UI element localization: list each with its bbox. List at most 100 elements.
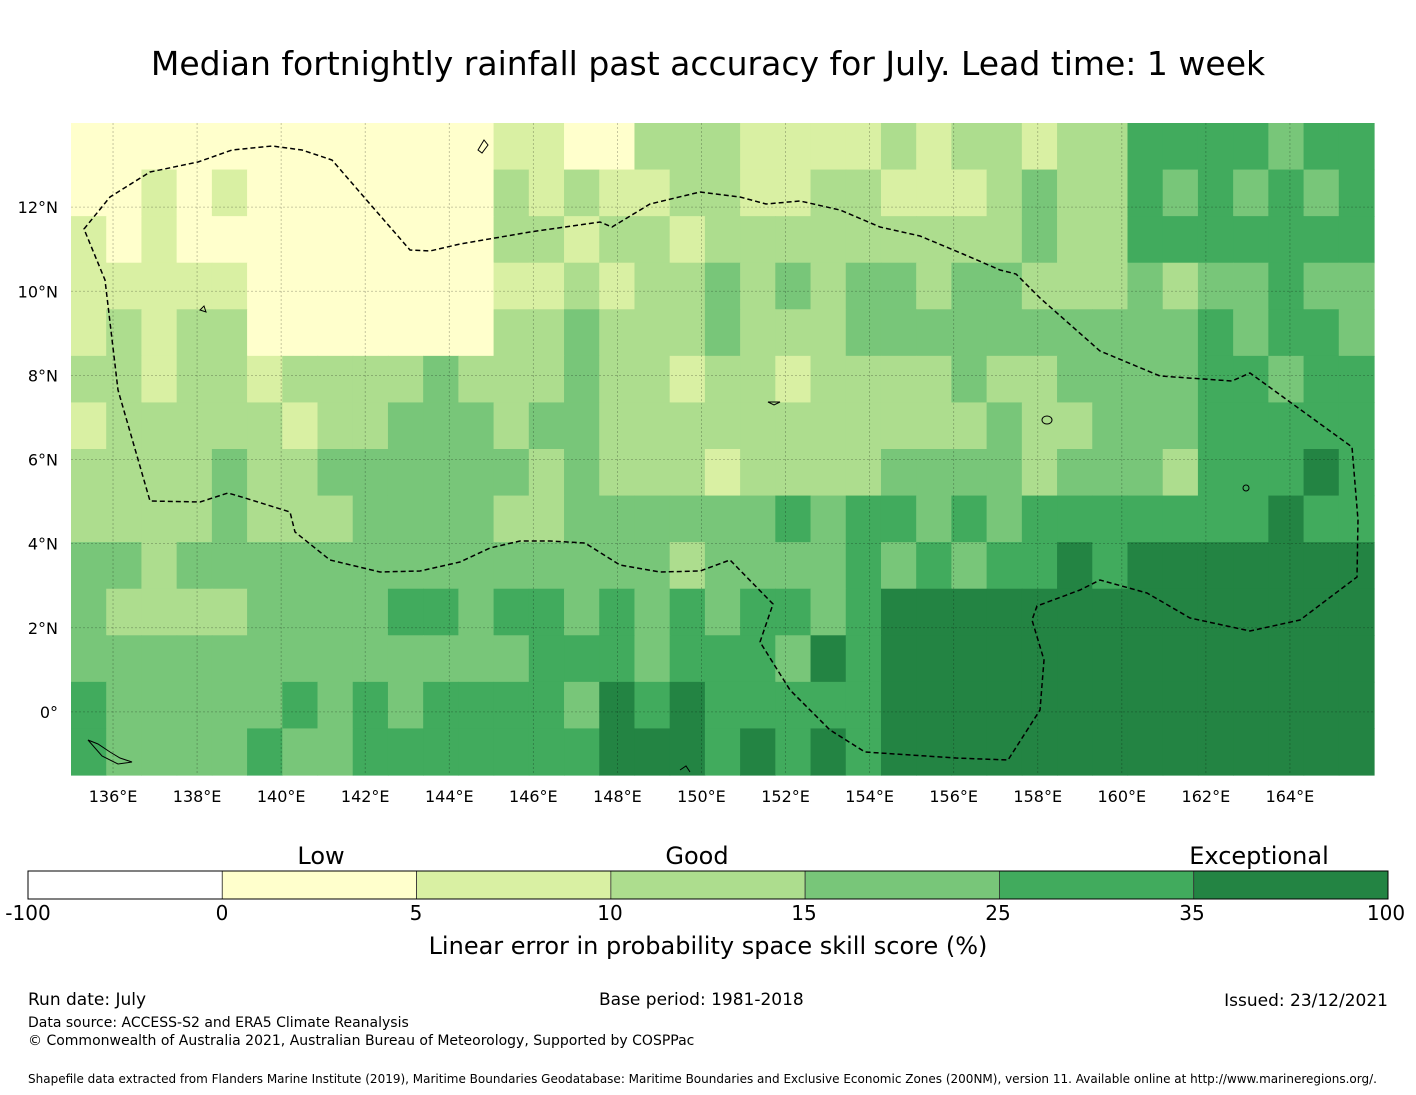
skill-cell	[564, 216, 600, 264]
skill-cell	[1233, 216, 1269, 264]
skill-cell	[845, 262, 882, 310]
skill-cell	[211, 123, 248, 171]
skill-cell	[1233, 635, 1269, 683]
map-title: Median fortnightly rainfall past accurac…	[150, 44, 1266, 83]
skill-cell	[176, 355, 213, 404]
longitude-label: 138°E	[173, 787, 222, 806]
colorbar-swatch	[804, 870, 1000, 900]
skill-cell	[1127, 588, 1164, 636]
skill-cell	[1057, 123, 1093, 171]
skill-cell	[176, 588, 213, 636]
skill-cell	[1268, 449, 1305, 497]
colorbar-tick: 100	[1366, 901, 1406, 925]
skill-cell	[986, 123, 1023, 171]
skill-cell	[775, 169, 812, 217]
skill-cell	[106, 681, 143, 730]
skill-cell	[775, 402, 812, 450]
skill-cell	[986, 262, 1023, 310]
skill-cell	[423, 635, 459, 683]
skill-cell	[282, 216, 319, 264]
skill-cell	[1057, 542, 1093, 590]
skill-cell	[810, 262, 847, 310]
skill-cell	[916, 728, 953, 776]
skill-cell	[1021, 728, 1058, 776]
skill-grid	[71, 123, 1375, 776]
skill-cell	[176, 542, 213, 590]
skill-cell	[1057, 635, 1093, 683]
skill-cell	[880, 681, 917, 730]
skill-cell	[1268, 169, 1305, 217]
skill-cell	[775, 355, 812, 404]
skill-cell	[1197, 542, 1234, 590]
skill-cell	[1092, 169, 1129, 217]
skill-cell	[810, 309, 847, 357]
skill-cell	[528, 635, 565, 683]
skill-cell	[1303, 495, 1340, 543]
skill-cell	[634, 588, 671, 636]
skill-cell	[634, 542, 671, 590]
skill-cell	[775, 635, 812, 683]
skill-cell	[634, 495, 671, 543]
skill-cell	[176, 728, 213, 776]
skill-cell	[775, 262, 812, 310]
skill-cell	[282, 728, 319, 776]
skill-cell	[528, 542, 565, 590]
copyright: © Commonwealth of Australia 2021, Austra…	[28, 1033, 695, 1049]
skill-cell	[880, 216, 917, 264]
data-source: Data source: ACCESS-S2 and ERA5 Climate …	[28, 1015, 409, 1031]
skill-cell	[1338, 681, 1375, 730]
skill-cell	[282, 495, 319, 543]
skill-cell	[916, 635, 953, 683]
colorbar-swatch	[221, 870, 417, 900]
skill-cell	[986, 728, 1023, 776]
skill-cell	[1197, 681, 1234, 730]
colorbar-tick: 5	[409, 901, 423, 925]
skill-cell	[1021, 495, 1058, 543]
skill-cell	[634, 355, 671, 404]
skill-cell	[247, 635, 283, 683]
skill-cell	[669, 309, 706, 357]
skill-cell	[669, 216, 706, 264]
latitude-label: 10°N	[18, 282, 58, 301]
skill-cell	[880, 355, 917, 404]
skill-cell	[599, 262, 636, 310]
skill-cell	[1021, 588, 1058, 636]
longitude-label: 140°E	[257, 787, 306, 806]
skill-cell	[247, 588, 283, 636]
skill-cell	[1233, 542, 1269, 590]
skill-cell	[317, 542, 354, 590]
skill-cell	[1162, 449, 1199, 497]
skill-cell	[1057, 309, 1093, 357]
skill-cell	[599, 355, 636, 404]
longitude-label: 150°E	[677, 787, 726, 806]
skill-cell	[1162, 309, 1199, 357]
skill-cell	[1092, 123, 1129, 171]
map-gridlines	[71, 123, 1374, 775]
skill-cell	[176, 681, 213, 730]
skill-cell	[1127, 728, 1164, 776]
skill-cell	[71, 309, 107, 357]
skill-cell	[1233, 449, 1269, 497]
skill-cell	[1021, 449, 1058, 497]
skill-cell	[634, 309, 671, 357]
skill-cell	[916, 495, 953, 543]
skill-cell	[564, 542, 600, 590]
skill-cell	[106, 169, 143, 217]
colorbar-tick: 25	[985, 901, 1011, 925]
colorbar-swatch	[1193, 870, 1389, 900]
skill-cell	[634, 728, 671, 776]
skill-cell	[599, 635, 636, 683]
base-period: Base period: 1981-2018	[599, 990, 804, 1010]
skill-cell	[1197, 728, 1234, 776]
skill-cell	[423, 495, 459, 543]
skill-cell	[1057, 262, 1093, 310]
skill-cell	[880, 495, 917, 543]
skill-cell	[880, 402, 917, 450]
skill-cell	[986, 309, 1023, 357]
skill-cell	[1092, 402, 1129, 450]
skill-cell	[71, 635, 107, 683]
skill-cell	[423, 402, 459, 450]
skill-cell	[775, 495, 812, 543]
skill-cell	[141, 123, 178, 171]
skill-cell	[775, 123, 812, 171]
